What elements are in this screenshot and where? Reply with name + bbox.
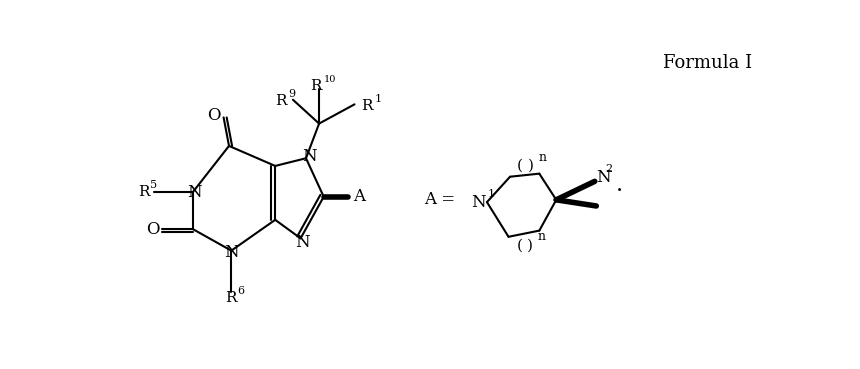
Text: N: N — [224, 244, 238, 262]
Text: A: A — [353, 188, 366, 205]
Text: N: N — [187, 184, 201, 201]
Text: R: R — [138, 185, 150, 199]
Text: R: R — [361, 99, 372, 113]
Text: N: N — [470, 194, 485, 211]
Text: O: O — [207, 107, 221, 124]
Text: ): ) — [528, 159, 534, 173]
Text: N: N — [596, 169, 611, 186]
Text: 9: 9 — [288, 89, 296, 99]
Text: R: R — [225, 292, 237, 306]
Text: 2: 2 — [605, 165, 612, 175]
Text: 5: 5 — [150, 180, 157, 190]
Text: N: N — [303, 148, 317, 165]
Text: 6: 6 — [237, 286, 244, 296]
Text: A =: A = — [424, 191, 455, 208]
Text: 1: 1 — [488, 189, 494, 199]
Text: (: ( — [517, 159, 523, 173]
Text: R: R — [275, 94, 286, 108]
Text: (: ( — [516, 238, 522, 252]
Text: 1: 1 — [374, 94, 382, 104]
Text: n: n — [538, 230, 546, 243]
Text: .: . — [617, 174, 624, 196]
Text: n: n — [538, 151, 547, 163]
Text: Formula I: Formula I — [662, 54, 752, 72]
Text: 10: 10 — [323, 75, 336, 83]
Text: N: N — [295, 234, 310, 251]
Text: ): ) — [527, 238, 533, 252]
Text: R: R — [310, 79, 322, 93]
Text: O: O — [146, 221, 159, 238]
